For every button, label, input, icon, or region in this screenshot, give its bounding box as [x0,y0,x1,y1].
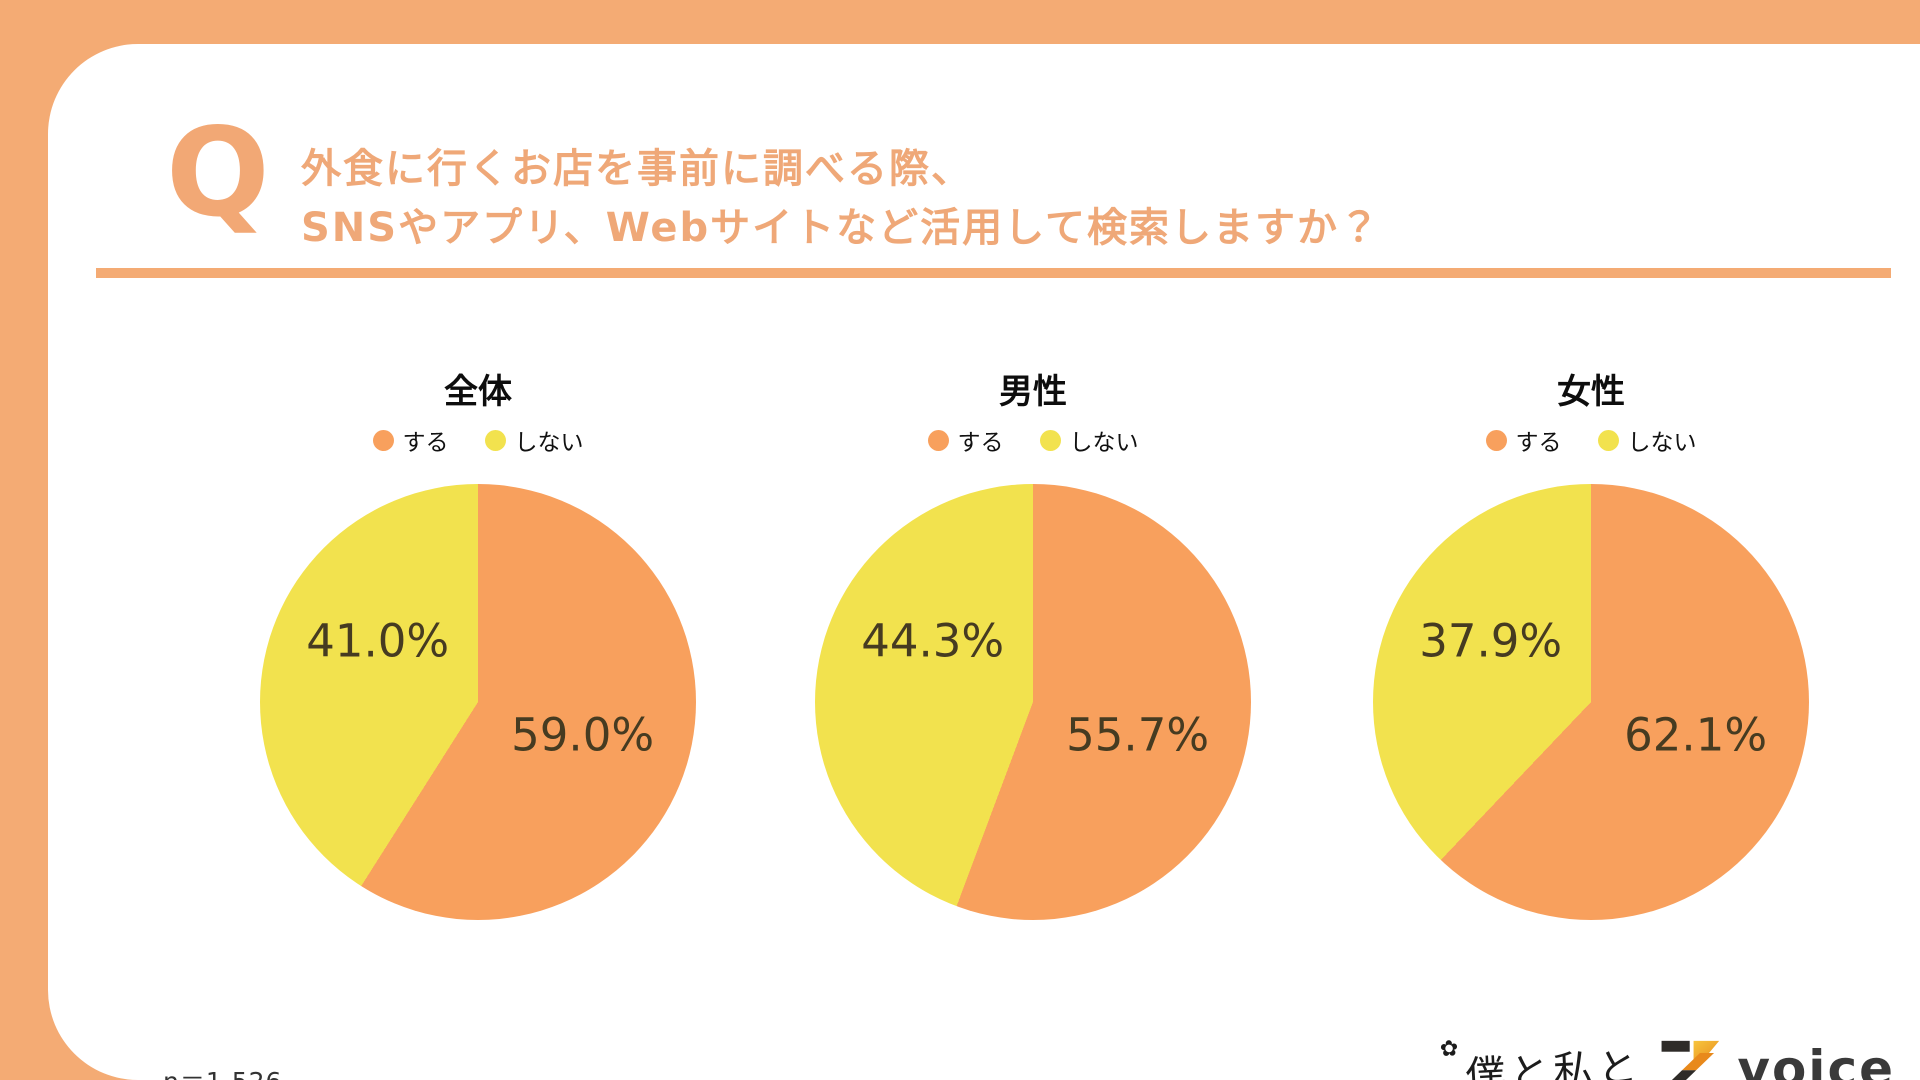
brand-logos: ✿ 僕と私と voice [1439,1026,1895,1080]
chart-title: 男性 [999,372,1067,412]
legend-label-shinai: しない [1627,430,1697,456]
legend-dot-shinai-icon [1039,429,1061,451]
legend-label-suru: する [1515,430,1562,456]
pie-chart-group-overall: 全体 する しない 59.0% 41.0% [260,372,696,920]
question-title-line1: 外食に行くお店を事前に調べる際、 [301,146,973,192]
legend-item-suru: する [372,423,449,457]
legend-label-shinai: しない [1069,430,1139,456]
chart-legend: する しない [815,423,1251,457]
legend-dot-suru-icon [1485,429,1507,451]
legend-label-suru: する [957,430,1004,456]
z-voice-logo-icon [1661,1040,1720,1080]
pie-chart [815,484,1251,920]
question-mark-icon: Q [166,102,270,244]
question-title-line2: SNSやアプリ、Webサイトなど活用して検索しますか？ [301,205,1381,251]
chart-title: 女性 [1557,372,1625,412]
legend-dot-suru-icon [927,429,949,451]
pie-wrap: 62.1% 37.9% [1373,484,1809,920]
value-label-suru: 59.0% [511,708,655,762]
value-label-shinai: 41.0% [306,614,450,668]
legend-item-suru: する [1485,423,1562,457]
chart-legend: する しない [260,423,696,457]
pie-chart-group-male: 男性 する しない 55.7% 44.3% [815,372,1251,920]
content-panel: Q 外食に行くお店を事前に調べる際、 SNSやアプリ、Webサイトなど活用して検… [48,44,1920,1080]
bokutowatashito-text: 僕と私と [1464,1044,1643,1080]
value-label-suru: 55.7% [1066,708,1210,762]
legend-dot-shinai-icon [484,429,506,451]
legend-label-shinai: しない [514,430,584,456]
value-label-suru: 62.1% [1624,708,1768,762]
chart-title: 全体 [444,372,512,412]
pie-chart [1373,484,1809,920]
chart-legend: する しない [1373,423,1809,457]
legend-item-shinai: しない [1597,423,1697,457]
value-label-shinai: 44.3% [861,614,1005,668]
bokutowatashito-logo: ✿ 僕と私と [1439,1035,1643,1080]
sample-size: n＝1,526 [163,1062,282,1080]
legend-label-suru: する [402,430,449,456]
legend-dot-shinai-icon [1597,429,1619,451]
legend-item-suru: する [927,423,1004,457]
legend-item-shinai: しない [1039,423,1139,457]
pie-wrap: 55.7% 44.3% [815,484,1251,920]
question-title: 外食に行くお店を事前に調べる際、 SNSやアプリ、Webサイトなど活用して検索し… [301,140,1381,258]
legend-dot-suru-icon [372,429,394,451]
value-label-shinai: 37.9% [1419,614,1563,668]
voice-wordmark: voice [1737,1040,1895,1080]
pie-wrap: 59.0% 41.0% [260,484,696,920]
title-underline [96,268,1891,278]
pie-chart [260,484,696,920]
legend-item-shinai: しない [484,423,584,457]
flower-icon: ✿ [1439,1036,1463,1063]
pie-chart-group-female: 女性 する しない 62.1% 37.9% [1373,372,1809,920]
